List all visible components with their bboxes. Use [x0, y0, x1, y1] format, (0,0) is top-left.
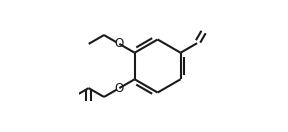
Text: O: O	[115, 82, 124, 95]
Text: O: O	[115, 37, 124, 50]
